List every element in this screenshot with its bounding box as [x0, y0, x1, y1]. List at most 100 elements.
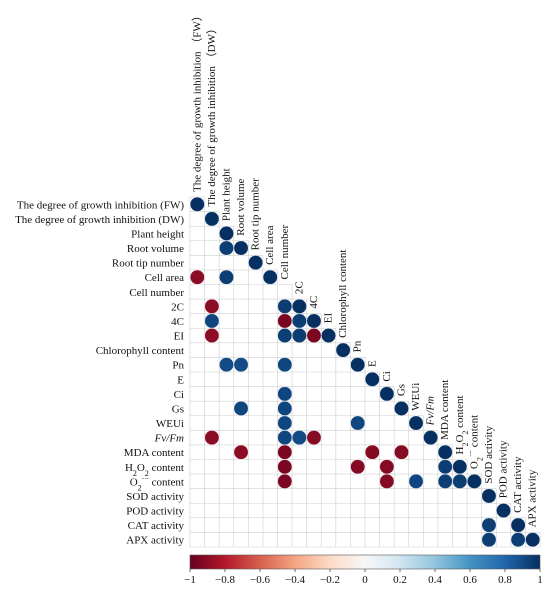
row-label: Pn	[172, 360, 184, 372]
row-label: Root tip number	[112, 258, 184, 270]
colorbar-gradient	[189, 554, 541, 570]
colorbar-tick-label: −0.6	[250, 574, 270, 586]
correlation-dot	[306, 430, 322, 446]
column-label: Cell area	[264, 225, 276, 265]
correlation-dot	[335, 342, 351, 358]
row-label: Chlorophyll content	[96, 345, 184, 357]
column-label: SOD activity	[483, 425, 495, 483]
correlation-dot	[219, 357, 234, 373]
row-labels: The degree of growth inhibition (FW) The …	[15, 199, 184, 546]
correlation-dot	[277, 459, 293, 475]
colorbar-ticks: −1 −0.8 −0.6 −0.4 −0.2 0 0.2 0.4 0.6 0.8 1	[184, 569, 543, 586]
correlation-dot	[364, 371, 380, 387]
correlation-dot	[481, 488, 497, 504]
correlation-dot	[306, 328, 322, 343]
row-label: 2C	[171, 301, 184, 313]
correlation-dot	[496, 503, 511, 518]
correlation-dot	[452, 473, 468, 489]
correlation-dot	[350, 357, 366, 373]
correlation-dots	[189, 196, 541, 548]
column-label: 4C	[308, 296, 320, 309]
row-label: Root volume	[127, 243, 184, 255]
correlation-dot	[277, 313, 293, 329]
correlation-dot	[408, 415, 424, 431]
correlation-dot	[233, 401, 249, 416]
correlation-dot	[423, 430, 439, 446]
row-label: APX activity	[126, 535, 184, 547]
column-labels: The degree of growth inhibition （FW） The …	[190, 10, 538, 527]
colorbar-tick-label: −0.8	[215, 574, 235, 586]
row-label: Plant height	[131, 228, 184, 240]
correlation-dot	[277, 298, 293, 314]
correlation-dot	[510, 517, 526, 533]
colorbar-tick-label: −1	[184, 574, 196, 586]
correlation-dot	[204, 430, 220, 446]
correlation-dot	[481, 517, 497, 533]
column-label: POD activity	[498, 440, 510, 498]
correlation-dot	[291, 313, 307, 329]
correlation-dot	[394, 401, 409, 416]
colorbar-tick-label: 0.6	[463, 574, 477, 586]
correlation-dot	[233, 240, 249, 256]
correlation-dot	[291, 298, 307, 314]
correlation-dot	[437, 444, 453, 460]
colorbar-tick-label: 0.2	[393, 574, 407, 586]
row-label: O2·− content	[130, 474, 184, 492]
column-label: APX activity	[527, 469, 539, 527]
row-label: MDA content	[124, 447, 184, 459]
colorbar-tick-label: 0.4	[428, 574, 442, 586]
column-label: EI	[323, 313, 335, 324]
correlation-dot	[379, 473, 395, 489]
row-label: H2O2 content	[125, 462, 184, 478]
column-label: Pn	[352, 340, 364, 352]
correlation-dot	[291, 328, 307, 343]
row-label: WEUi	[156, 418, 184, 430]
correlation-dot	[408, 473, 424, 489]
row-label: Ci	[174, 389, 184, 401]
column-label: Root tip number	[250, 178, 262, 250]
column-label: WEUi	[410, 383, 422, 411]
correlation-dot	[262, 269, 278, 285]
row-label: Cell area	[145, 272, 185, 284]
correlation-dot	[219, 269, 234, 285]
correlation-dot	[204, 211, 220, 227]
row-label: Gs	[172, 403, 184, 415]
colorbar-tick-label: 0.8	[498, 574, 512, 586]
column-label: Ci	[381, 371, 393, 381]
correlation-dot	[379, 459, 395, 475]
correlation-dot	[466, 473, 482, 489]
row-label: POD activity	[126, 506, 184, 518]
colorbar	[189, 554, 541, 570]
colorbar-tick-label: 0	[362, 574, 368, 586]
colorbar-tick-label: −0.4	[285, 574, 305, 586]
correlation-dot	[219, 240, 234, 256]
correlation-dot	[189, 196, 205, 212]
correlation-dot	[394, 444, 409, 460]
column-label: Plant height	[220, 168, 232, 221]
correlation-dot	[350, 415, 366, 431]
correlation-dot	[452, 459, 468, 475]
correlation-dot	[233, 444, 249, 460]
correlation-dot	[277, 473, 293, 489]
correlation-dot	[525, 532, 541, 548]
correlation-dot	[277, 386, 293, 402]
correlation-dot	[233, 357, 249, 373]
correlation-dot	[277, 430, 293, 446]
correlation-dot	[277, 328, 293, 343]
row-label: Fv/Fm	[154, 433, 184, 445]
row-label: 4C	[171, 316, 184, 328]
column-label: Chlorophyll content	[337, 250, 349, 338]
column-label: Root volume	[235, 178, 247, 235]
correlation-dot	[306, 313, 322, 329]
row-label: The degree of growth inhibition (DW)	[15, 214, 184, 226]
column-label: CAT activity	[512, 456, 524, 513]
colorbar-tick-label: 1	[537, 574, 543, 586]
correlation-dot	[204, 328, 220, 343]
correlation-dot	[277, 357, 293, 373]
column-label: MDA content	[439, 380, 451, 440]
column-label: The degree of growth inhibition （FW）	[190, 10, 203, 192]
correlation-dot	[277, 401, 293, 416]
row-label: EI	[174, 331, 185, 343]
correlation-dot	[204, 298, 220, 314]
